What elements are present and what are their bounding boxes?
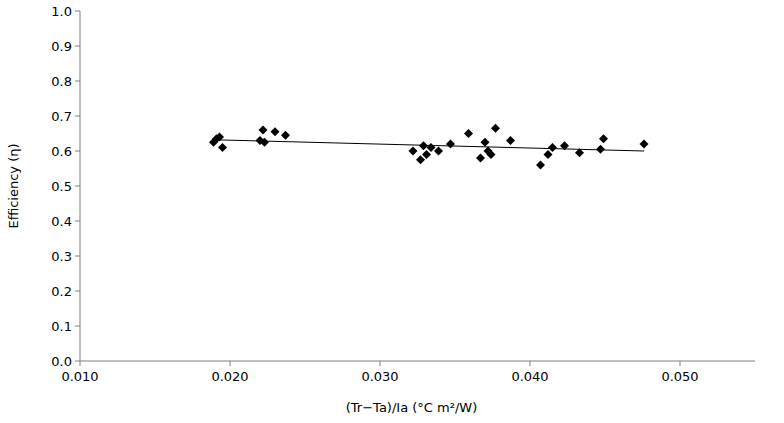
y-tick-label: 0.3 <box>51 249 72 264</box>
y-tick <box>75 186 80 187</box>
y-tick <box>75 11 80 12</box>
x-tick-label: 0.040 <box>511 369 548 384</box>
y-tick-label: 0.4 <box>51 214 72 229</box>
x-tick-label: 0.050 <box>661 369 698 384</box>
y-tick <box>75 151 80 152</box>
data-point <box>416 155 425 164</box>
x-tick-label: 0.030 <box>361 369 398 384</box>
chart: 0.0 0.1 0.2 0.3 0.4 0.5 0.6 0.7 0.8 0.9 1.0 0.010 0.… <box>0 0 784 423</box>
y-tick-label: 0.7 <box>51 109 72 124</box>
y-tick-label: 0.9 <box>51 39 72 54</box>
y-tick-label: 0.6 <box>51 144 72 159</box>
y-tick <box>75 46 80 47</box>
y-tick <box>75 256 80 257</box>
x-axis-title: (Tr−Ta)/Ia (°C m²/W) <box>346 400 477 415</box>
data-point <box>487 150 496 159</box>
data-point <box>218 143 227 152</box>
data-point <box>259 126 268 135</box>
y-tick-label: 0.5 <box>51 179 72 194</box>
x-tick <box>230 361 231 366</box>
data-point <box>422 150 431 159</box>
data-point <box>476 154 485 163</box>
data-point <box>506 136 515 145</box>
data-point <box>536 161 545 170</box>
data-point <box>544 150 553 159</box>
x-tick <box>530 361 531 366</box>
x-tick <box>80 361 81 366</box>
y-axis-title: Efficiency (η) <box>6 143 21 228</box>
y-tick-label: 1.0 <box>51 4 72 19</box>
y-tick <box>75 291 80 292</box>
data-point <box>446 140 455 149</box>
x-tick <box>380 361 381 366</box>
y-tick-label: 0.0 <box>51 354 72 369</box>
y-tick <box>75 221 80 222</box>
data-point <box>434 147 443 156</box>
x-tick-label: 0.010 <box>61 369 98 384</box>
data-point <box>548 143 557 152</box>
data-point <box>409 147 418 156</box>
data-point <box>481 138 490 147</box>
y-tick <box>75 81 80 82</box>
x-tick-label: 0.020 <box>211 369 248 384</box>
data-point <box>596 145 605 154</box>
x-tick <box>680 361 681 366</box>
y-tick <box>75 326 80 327</box>
data-point <box>281 131 290 140</box>
data-point <box>271 127 280 136</box>
y-tick <box>75 361 80 362</box>
trend-line <box>215 140 644 151</box>
data-point <box>427 143 436 152</box>
y-tick <box>75 116 80 117</box>
x-axis <box>80 361 755 362</box>
plot-area <box>209 124 649 170</box>
data-point <box>260 138 269 147</box>
data-point <box>599 134 608 143</box>
y-tick-label: 0.2 <box>51 284 72 299</box>
y-tick-label: 0.8 <box>51 74 72 89</box>
data-point <box>464 129 473 138</box>
data-point <box>640 140 649 149</box>
data-point <box>491 124 500 133</box>
y-tick-label: 0.1 <box>51 319 72 334</box>
